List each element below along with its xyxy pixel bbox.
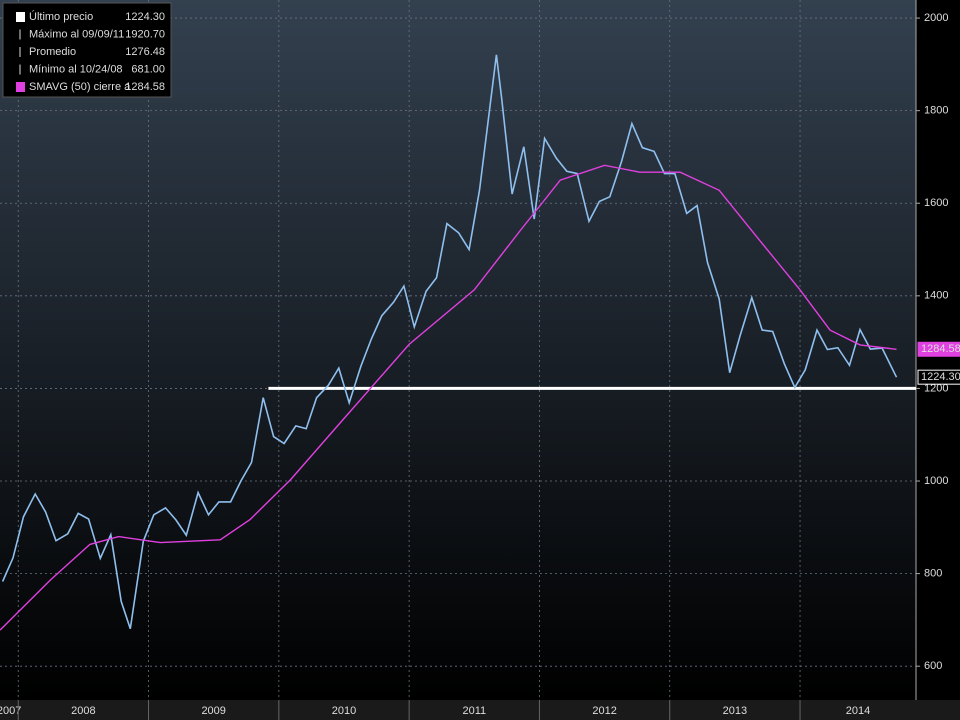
x-tick-label: 2009	[201, 705, 225, 717]
series-line	[1, 54, 898, 629]
legend-swatch	[16, 82, 25, 92]
y-tick-label: 1200	[924, 382, 948, 394]
x-tick-label: 2012	[592, 705, 616, 717]
price-badge	[917, 341, 960, 357]
y-tick-label: 600	[924, 660, 942, 672]
legend-name: Promedio	[29, 46, 76, 58]
y-tick-label: 1000	[924, 475, 948, 487]
y-tick-label: 2000	[924, 12, 948, 24]
x-tick-label: 2014	[846, 705, 870, 717]
x-tick-label: 2008	[71, 705, 95, 717]
price-badge-label: 1224.30	[921, 371, 960, 383]
legend-name: Máximo al 09/09/11	[29, 28, 124, 40]
legend-value: 1224.30	[125, 11, 165, 23]
x-axis-band	[0, 700, 960, 720]
y-tick-label: 1600	[924, 197, 948, 209]
price-badge	[917, 369, 960, 385]
series-line	[0, 164, 897, 631]
legend-name: SMAVG (50) cierre a	[29, 81, 131, 93]
x-tick-label: 2013	[723, 705, 747, 717]
x-tick-label: 2010	[332, 705, 356, 717]
y-tick-label: 1400	[924, 290, 948, 302]
legend-value: 681.00	[131, 63, 165, 75]
x-tick-label: 2007	[0, 705, 21, 717]
price-badge-label: 1284.58	[921, 343, 960, 355]
plot-background	[0, 0, 916, 700]
legend-swatch	[16, 12, 25, 22]
legend-value: 1276.48	[125, 46, 165, 58]
axis-background	[916, 0, 960, 720]
legend-value: 1284.58	[125, 81, 165, 93]
legend-name: Último precio	[29, 10, 93, 23]
y-tick-label: 1800	[924, 105, 948, 117]
legend-name: Mínimo al 10/24/08	[29, 63, 123, 75]
x-tick-label: 2011	[462, 705, 486, 717]
legend-value: 1920.70	[125, 28, 165, 40]
legend-box	[2, 2, 172, 98]
y-tick-label: 800	[924, 568, 942, 580]
